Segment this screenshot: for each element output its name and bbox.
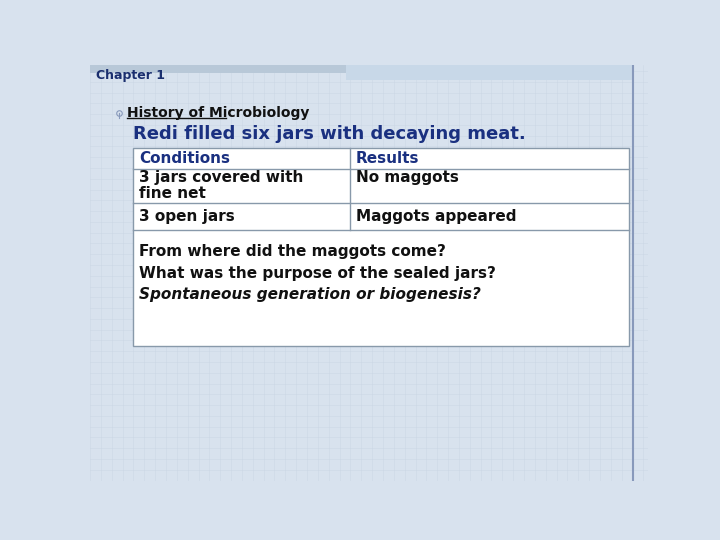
Text: Redi filled six jars with decaying meat.: Redi filled six jars with decaying meat. [132,125,526,143]
Text: Spontaneous generation or biogenesis?: Spontaneous generation or biogenesis? [139,287,481,302]
Text: Maggots appeared: Maggots appeared [356,210,516,225]
Text: Chapter 1: Chapter 1 [96,69,165,82]
Text: Results: Results [356,151,419,166]
Bar [132,148,629,346]
Text: No maggots: No maggots [356,170,459,185]
Text: 3 open jars: 3 open jars [139,210,235,225]
Text: History of Microbiology: History of Microbiology [127,105,310,119]
Text: Conditions: Conditions [139,151,230,166]
Text: From where did the maggots come?: From where did the maggots come? [139,244,446,259]
Text: 3 jars covered with: 3 jars covered with [139,170,303,185]
Bar [346,65,632,80]
Text: fine net: fine net [139,186,206,200]
Bar [90,65,346,72]
Text: What was the purpose of the sealed jars?: What was the purpose of the sealed jars? [139,266,495,281]
